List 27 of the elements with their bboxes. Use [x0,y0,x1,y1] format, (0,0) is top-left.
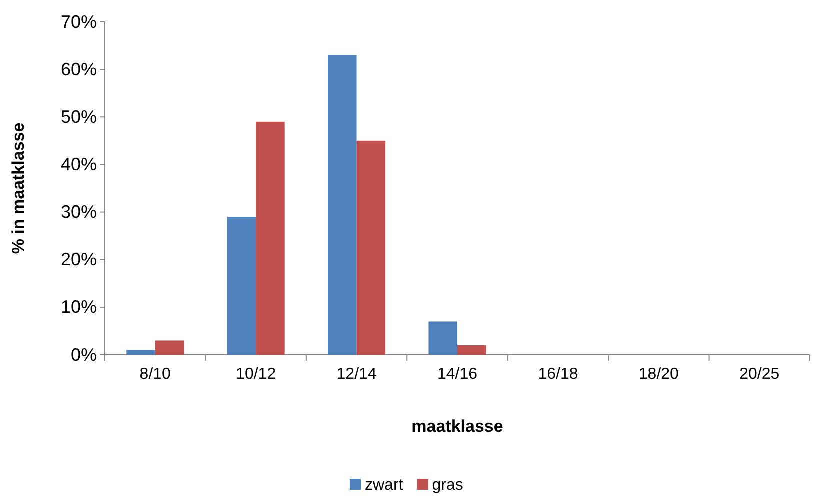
x-tick-label: 14/16 [437,366,478,383]
y-tick-label: 50% [60,106,97,127]
y-tick-label: 40% [60,154,97,174]
bar [328,55,357,355]
y-tick-label: 30% [60,202,97,222]
legend-label: gras [432,477,464,494]
y-axis-title: % in maatklasse [9,122,28,254]
x-tick-label: 20/25 [740,366,780,383]
bar [458,345,486,355]
y-tick-label: 60% [60,59,97,80]
x-tick-label: 10/12 [236,366,276,383]
x-tick-label: 8/10 [140,366,172,383]
x-tick-label: 16/18 [538,366,578,383]
bar [126,350,156,355]
y-tick-label: 0% [70,344,97,365]
y-tick-label: 20% [60,250,97,270]
y-tick-label: 70% [60,12,97,32]
y-tick-label: 10% [60,297,97,318]
bar [155,340,184,355]
x-tick-label: 12/14 [336,366,377,383]
bar [356,140,386,355]
x-tick-label: 18/20 [638,366,680,383]
bar [428,322,458,355]
x-axis-title: maatklasse [412,417,504,436]
bar [256,122,285,355]
bar [227,217,256,355]
legend-label: zwart [365,477,404,494]
